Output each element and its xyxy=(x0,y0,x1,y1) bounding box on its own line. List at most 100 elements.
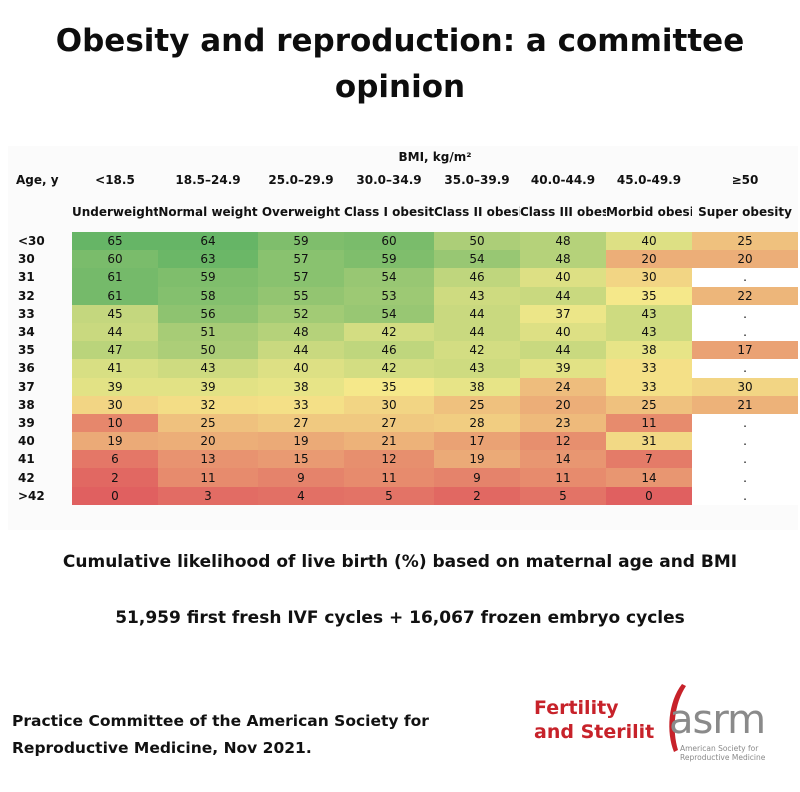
heatmap-cell: 51 xyxy=(158,322,258,342)
heatmap-cell: 19 xyxy=(258,432,344,451)
source-line-2: Reproductive Medicine, Nov 2021. xyxy=(12,739,312,757)
heatmap-cell: 43 xyxy=(434,359,520,378)
heatmap-cell: 39 xyxy=(72,377,158,396)
heatmap-cell: 48 xyxy=(258,322,344,342)
heatmap-cell: 11 xyxy=(158,468,258,487)
heatmap-cell: 9 xyxy=(258,468,344,487)
heatmap-cell: 35 xyxy=(344,377,434,396)
asrm-wordmark: asrm xyxy=(669,697,766,743)
heatmap-cell: 60 xyxy=(344,232,434,251)
heatmap-cell: . xyxy=(692,413,799,433)
heatmap-cell: . xyxy=(692,432,799,451)
heatmap-cell: 59 xyxy=(258,232,344,251)
heatmap-table: BMI, kg/m² Age, y <18.5 18.5–24.9 25.0–29.… xyxy=(8,146,799,505)
heatmap-cell: 33 xyxy=(606,359,692,378)
column-range-label: 18.5–24.9 xyxy=(175,173,241,187)
heatmap-cell: 43 xyxy=(606,304,692,323)
heatmap-cell: 35 xyxy=(606,286,692,305)
table-row: 34 44 51 48 42 44 40 43. xyxy=(8,322,799,342)
column-range-label: 35.0–39.9 xyxy=(444,173,510,187)
heatmap-cell: 4 xyxy=(258,486,344,505)
heatmap-cell: 20 xyxy=(606,250,692,269)
journal-logo: Fertility and Sterilit asrm American Soc… xyxy=(530,682,780,772)
heatmap-cell: 5 xyxy=(520,486,606,505)
heatmap-cell: 20 xyxy=(158,432,258,451)
row-age-label: >42 xyxy=(8,486,72,505)
heatmap-cell: 54 xyxy=(434,250,520,269)
heatmap-cell: 9 xyxy=(434,468,520,487)
heatmap-cell: 43 xyxy=(606,322,692,342)
column-category-label: Overweight xyxy=(261,205,341,219)
heatmap-cell: 57 xyxy=(258,250,344,269)
heatmap-cell: 59 xyxy=(344,250,434,269)
heatmap-cell: 0 xyxy=(72,486,158,505)
heatmap-cell: 52 xyxy=(258,304,344,323)
chart-caption: Cumulative likelihood of live birth (%) … xyxy=(62,552,738,572)
heatmap-table-wrap: BMI, kg/m² Age, y <18.5 18.5–24.9 25.0–29.… xyxy=(8,146,799,530)
heatmap-cell: 44 xyxy=(520,341,606,360)
journal-name: Fertility and Sterilit xyxy=(534,697,655,743)
heatmap-cell: 31 xyxy=(606,432,692,451)
column-category-label: Normal weight xyxy=(158,205,258,219)
row-age-label: 35 xyxy=(8,341,72,360)
heatmap-cell: . xyxy=(692,304,799,323)
column-category-label: Underweight xyxy=(72,205,158,219)
heatmap-cell: 44 xyxy=(434,322,520,342)
table-row: 41 6 13 15 12 19 14 7. xyxy=(8,450,799,469)
heatmap-cell: 54 xyxy=(344,268,434,287)
heatmap-cell: 27 xyxy=(258,413,344,433)
heatmap-cell: . xyxy=(692,322,799,342)
heatmap-cell: 11 xyxy=(520,468,606,487)
column-range-label: 45.0-49.9 xyxy=(616,173,682,187)
heatmap-cell: 37 xyxy=(520,304,606,323)
column-category-label: Morbid obesity xyxy=(606,205,692,219)
row-age-label: 36 xyxy=(8,359,72,378)
cycles-caption: 51,959 first fresh IVF cycles + 16,067 f… xyxy=(115,608,685,628)
column-range-label: ≥50 xyxy=(731,173,759,187)
table-row: 40 19 20 19 21 17 12 31. xyxy=(8,432,799,451)
heatmap-cell: 40 xyxy=(606,232,692,251)
heatmap-cell: 41 xyxy=(72,359,158,378)
heatmap-cell: 2 xyxy=(72,468,158,487)
heatmap-cell: 46 xyxy=(344,341,434,360)
heatmap-cell: 10 xyxy=(72,413,158,433)
heatmap-cell: 61 xyxy=(72,286,158,305)
heatmap-cell: 46 xyxy=(434,268,520,287)
heatmap-cell: 50 xyxy=(158,341,258,360)
heatmap-cell: 13 xyxy=(158,450,258,469)
heatmap-cell: 25 xyxy=(158,413,258,433)
heatmap-cell: 28 xyxy=(434,413,520,433)
heatmap-cell: 42 xyxy=(344,322,434,342)
heatmap-cell: 17 xyxy=(692,341,799,360)
heatmap-cell: 11 xyxy=(344,468,434,487)
table-row: 42 2 11 9 11 9 11 14. xyxy=(8,468,799,487)
heatmap-cell: . xyxy=(692,268,799,287)
source-line-1: Practice Committee of the American Socie… xyxy=(12,712,429,730)
heatmap-cell: 7 xyxy=(606,450,692,469)
heatmap-cell: 30 xyxy=(344,395,434,414)
heatmap-cell: 0 xyxy=(606,486,692,505)
heatmap-cell: 44 xyxy=(434,304,520,323)
table-row: 33 45 56 52 54 44 37 43. xyxy=(8,304,799,323)
heatmap-cell: 44 xyxy=(72,322,158,342)
table-row: 37 39 39 38 35 38 24 33 30 xyxy=(8,377,799,396)
source-citation: Practice Committee of the American Socie… xyxy=(12,708,482,762)
heatmap-cell: 39 xyxy=(520,359,606,378)
heatmap-cell: . xyxy=(692,359,799,378)
heatmap-cell: 44 xyxy=(258,341,344,360)
heatmap-cell: 12 xyxy=(520,432,606,451)
heatmap-cell: 33 xyxy=(606,377,692,396)
heatmap-cell: 23 xyxy=(520,413,606,433)
heatmap-cell: . xyxy=(692,468,799,487)
heatmap-cell: 61 xyxy=(72,268,158,287)
heatmap-cell: 20 xyxy=(692,250,799,269)
heatmap-cell: 5 xyxy=(344,486,434,505)
heatmap-cell: 54 xyxy=(344,304,434,323)
column-range-label: 30.0–34.9 xyxy=(356,173,422,187)
row-age-label: 32 xyxy=(8,286,72,305)
heatmap-cell: 63 xyxy=(158,250,258,269)
heatmap-cell: 40 xyxy=(520,322,606,342)
bmi-header: BMI, kg/m² xyxy=(398,150,472,164)
table-row: 32 61 58 55 53 43 44 35 22 xyxy=(8,286,799,305)
column-category-label: Class I obesity xyxy=(344,205,434,219)
